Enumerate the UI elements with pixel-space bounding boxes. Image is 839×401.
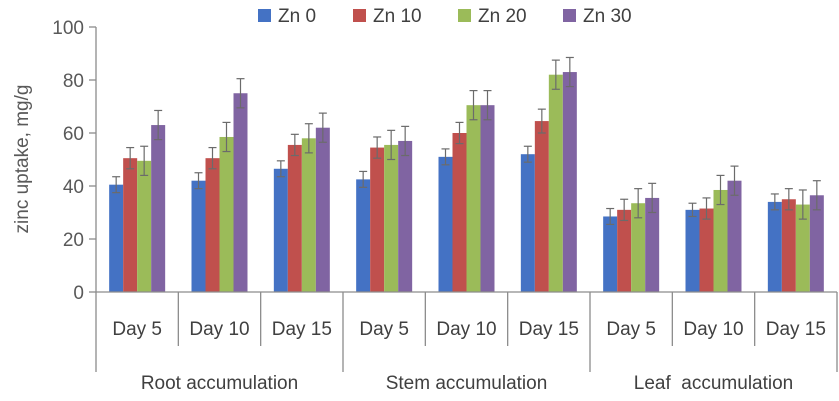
- y-tick-label: 60: [63, 124, 84, 145]
- bar: [273, 168, 288, 292]
- category-label: Day 15: [272, 319, 332, 340]
- bar: [398, 140, 413, 292]
- legend-label: Zn 0: [278, 6, 316, 27]
- bar: [233, 93, 248, 292]
- category-label: Day 10: [436, 319, 496, 340]
- bar: [562, 72, 577, 292]
- bar: [767, 201, 782, 292]
- group-label: Root accumulation: [141, 373, 298, 394]
- bar: [287, 144, 302, 292]
- bar: [151, 125, 166, 292]
- y-tick-label: 40: [63, 177, 84, 198]
- category-label: Day 5: [359, 319, 409, 340]
- legend-swatch: [353, 9, 366, 22]
- bar: [356, 179, 371, 292]
- bar: [727, 180, 742, 292]
- y-tick-label: 100: [52, 18, 84, 39]
- bar: [548, 74, 563, 292]
- bar: [109, 184, 124, 292]
- bar: [191, 180, 206, 292]
- bar: [645, 197, 660, 292]
- bar: [631, 203, 646, 292]
- legend-label: Zn 20: [478, 6, 527, 27]
- bar: [795, 204, 810, 292]
- bar: [603, 216, 618, 292]
- category-label: Day 10: [683, 319, 743, 340]
- bar: [781, 199, 796, 292]
- bar: [809, 195, 824, 292]
- y-axis: 0 20 40 60 80 100: [52, 18, 97, 304]
- legend-label: Zn 30: [583, 6, 632, 27]
- bar: [438, 156, 453, 292]
- y-axis-title: zinc uptake, mg/g: [12, 85, 33, 234]
- bar: [205, 158, 220, 292]
- bars-layer: [109, 56, 824, 292]
- bar: [534, 121, 549, 292]
- legend-item: Zn 0: [258, 6, 316, 27]
- category-label: Day 5: [606, 319, 656, 340]
- legend-item: Zn 20: [458, 6, 527, 27]
- category-label: Day 15: [766, 319, 826, 340]
- category-label: Day 15: [519, 319, 579, 340]
- legend: Zn 0 Zn 10 Zn 20 Zn 30: [258, 6, 632, 27]
- legend-item: Zn 30: [563, 6, 632, 27]
- bar: [685, 209, 700, 292]
- bar: [480, 105, 495, 292]
- category-label: Day 5: [112, 319, 162, 340]
- bar: [384, 144, 399, 292]
- bar: [699, 208, 714, 292]
- bar: [617, 209, 632, 292]
- bar: [713, 189, 728, 292]
- group-label: Stem accumulation: [386, 373, 548, 394]
- legend-swatch: [563, 9, 576, 22]
- bar: [123, 158, 138, 292]
- legend-label: Zn 10: [373, 6, 422, 27]
- bar: [370, 147, 385, 292]
- category-label: Day 10: [189, 319, 249, 340]
- group-label: Leaf accumulation: [634, 373, 794, 394]
- legend-swatch: [458, 9, 471, 22]
- y-tick-label: 0: [73, 283, 84, 304]
- bar: [315, 127, 330, 292]
- bar: [137, 160, 152, 292]
- y-tick-label: 80: [63, 71, 84, 92]
- bar: [452, 133, 467, 292]
- bar: [466, 105, 481, 292]
- legend-swatch: [258, 9, 271, 22]
- y-tick-label: 20: [63, 230, 84, 251]
- x-axis: Day 5 Day 10 Day 15 Day 5 Day 10 Day 15 Day 5 D…: [95, 291, 838, 394]
- legend-item: Zn 10: [353, 6, 422, 27]
- bar: [301, 138, 316, 292]
- bar: [219, 136, 234, 292]
- bar: [520, 154, 535, 292]
